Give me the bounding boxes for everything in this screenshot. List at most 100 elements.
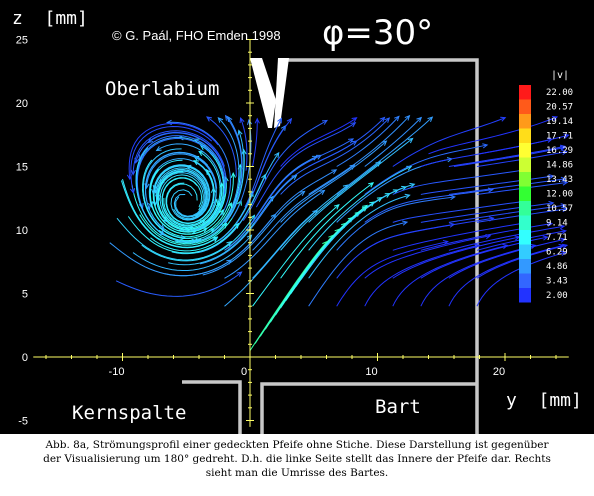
streamline-arrow (138, 154, 144, 161)
streamline-arrow (331, 169, 338, 175)
y-tick-label: 15 (16, 162, 28, 174)
colorbar-swatch (519, 186, 531, 201)
streamline-arrow (449, 194, 456, 201)
streamline-arrow (299, 190, 306, 197)
streamline-arrow (333, 203, 340, 210)
streamline (148, 158, 214, 208)
colorbar-title: |v| (551, 70, 569, 81)
figure-caption: Abb. 8a, Strömungsprofil einer gedeckten… (20, 438, 574, 480)
streamline (136, 138, 214, 209)
streamline (364, 217, 494, 251)
streamline (308, 194, 410, 279)
streamline (280, 117, 390, 195)
streamline-arrow (246, 234, 253, 241)
y-tick-label: 5 (22, 289, 28, 301)
streamline-arrow (206, 116, 212, 122)
streamline-arrow (502, 243, 509, 249)
x-tick-label: 20 (493, 366, 505, 378)
colorbar-label: 14.86 (546, 161, 573, 171)
streamline (420, 202, 554, 223)
streamline (280, 182, 374, 279)
streamline (224, 209, 318, 307)
streamline (165, 160, 215, 224)
streamline (336, 116, 400, 167)
streamline (453, 147, 565, 167)
streamline-layer (109, 114, 570, 351)
streamline (269, 217, 353, 323)
flow-plot: -10 0 10 20 -5 0 5 10 15 20 25 |v| 22.00 20.57 19.14 1… (12, 8, 582, 434)
streamline (202, 190, 305, 276)
streamline-arrow (274, 151, 280, 158)
streamline (448, 238, 566, 279)
streamline-arrow (482, 143, 489, 149)
streamline (310, 183, 415, 266)
streamline-arrow (246, 118, 253, 125)
streamline-arrow (416, 116, 423, 123)
streamline-arrow (394, 115, 400, 122)
streamline-arrow (546, 221, 554, 227)
streamline (476, 251, 566, 307)
colorbar-swatch (519, 230, 531, 245)
streamline (156, 143, 222, 225)
streamline (153, 165, 210, 220)
colorbar-swatch (519, 157, 531, 172)
streamline-arrow (321, 119, 328, 125)
y-tick-label: 20 (16, 98, 28, 110)
streamline (255, 122, 356, 208)
oberlabium-label: Oberlabium (105, 78, 219, 100)
streamline-arrow (219, 182, 225, 189)
streamline-arrow (208, 228, 215, 234)
streamline-arrow (226, 240, 233, 247)
y-axis-label: z [mm] (12, 8, 88, 29)
streamline-arrow (237, 129, 243, 136)
streamline (308, 165, 412, 251)
streamline-arrow (311, 155, 318, 161)
streamline (308, 138, 413, 223)
streamline (161, 177, 218, 227)
y-tick-label: 25 (16, 35, 28, 47)
streamline (280, 161, 381, 251)
streamline (252, 118, 292, 195)
streamline (178, 136, 225, 232)
streamline (290, 197, 383, 295)
colorbar-swatch (519, 259, 531, 274)
streamline (364, 244, 480, 307)
streamline-arrow (560, 237, 567, 243)
streamline-arrow (362, 204, 369, 211)
streamline (157, 178, 223, 230)
streamline (280, 117, 357, 167)
streamline (308, 117, 385, 167)
streamline-arrow (130, 169, 136, 176)
angle-label: φ=30° (322, 13, 433, 53)
streamline (206, 116, 237, 177)
colorbar-label: 4.86 (546, 262, 568, 272)
streamline (194, 130, 245, 243)
y-tick-label: 10 (16, 225, 28, 237)
streamline-arrow (404, 193, 411, 199)
streamline-arrow (191, 238, 198, 244)
streamline (135, 147, 197, 243)
y-tick-label: -5 (18, 416, 28, 428)
streamline (158, 172, 206, 217)
streamline (364, 189, 493, 223)
streamline-arrow (562, 180, 569, 186)
streamline-arrow (155, 146, 162, 152)
streamline (144, 151, 209, 230)
x-tick-label: 0 (241, 366, 247, 378)
streamline (280, 140, 387, 223)
streamline (131, 184, 227, 245)
streamline (142, 159, 215, 239)
streamline (252, 184, 349, 279)
colorbar-swatch (519, 114, 531, 129)
streamline (308, 115, 410, 195)
streamline-arrow (563, 133, 570, 139)
x-axis-label: y [mm] (506, 390, 582, 411)
streamline (244, 118, 282, 208)
streamline (392, 222, 524, 251)
streamline (392, 200, 525, 223)
streamline-arrow (562, 206, 569, 213)
streamline-arrow (409, 182, 416, 188)
streamline-arrow (129, 187, 136, 195)
streamline-arrow (195, 238, 202, 244)
colorbar-swatch (519, 288, 531, 303)
